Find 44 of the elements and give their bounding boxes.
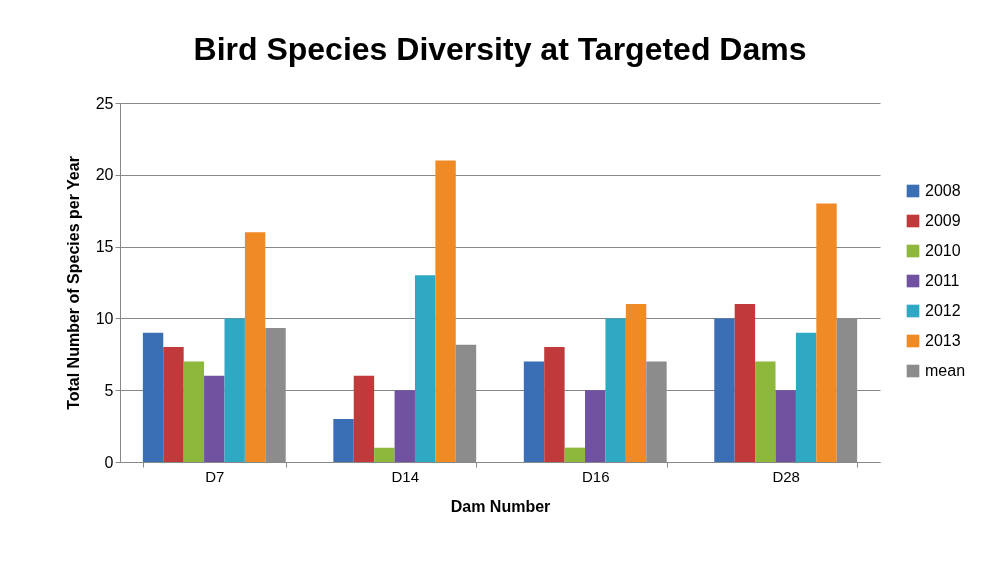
bar: [414, 275, 436, 462]
y-axis-title: Total Number of Species per Year: [64, 156, 82, 410]
bar: [224, 318, 245, 462]
bar: [564, 447, 586, 462]
y-tick-label: 0: [104, 453, 114, 471]
legend-label: 2010: [925, 242, 961, 259]
bar: [183, 361, 205, 462]
legend-label: mean: [925, 362, 966, 379]
y-tick-label: 10: [95, 309, 114, 327]
bar: [163, 347, 184, 462]
legend-label: 2012: [925, 302, 961, 319]
bar: [605, 318, 626, 462]
bar: [435, 160, 456, 462]
bar: [142, 332, 164, 462]
x-axis-title: Dam Number: [450, 497, 551, 515]
legend-label: 2011: [925, 272, 960, 289]
legend-label: 2013: [925, 332, 961, 349]
bar: [333, 418, 354, 462]
y-tick-label: 25: [95, 94, 114, 112]
bar: [544, 347, 565, 462]
x-tick-label: D7: [205, 467, 225, 485]
x-tick-label: D16: [581, 467, 610, 485]
bar: [244, 232, 266, 462]
legend-label: 2008: [925, 182, 961, 199]
y-tick-label: 20: [95, 166, 114, 184]
bar: [625, 304, 647, 462]
chart-title: Bird Species Diversity at Targeted Dams: [193, 31, 807, 67]
y-tick-label: 5: [104, 381, 114, 399]
bar: [374, 447, 395, 462]
bar: [795, 332, 817, 462]
bar: [523, 361, 545, 462]
legend-label: 2009: [925, 212, 961, 229]
bar: [816, 203, 837, 462]
bar: [714, 318, 735, 462]
bar: [394, 390, 415, 462]
bar: [755, 361, 776, 462]
bar: [204, 375, 225, 462]
y-tick-label: 15: [95, 238, 114, 256]
x-tick-label: D28: [772, 467, 800, 485]
bar: [353, 375, 375, 462]
bar: [734, 304, 756, 462]
bar: [585, 390, 606, 462]
bar: [775, 390, 796, 462]
x-tick-label: D14: [391, 467, 420, 485]
